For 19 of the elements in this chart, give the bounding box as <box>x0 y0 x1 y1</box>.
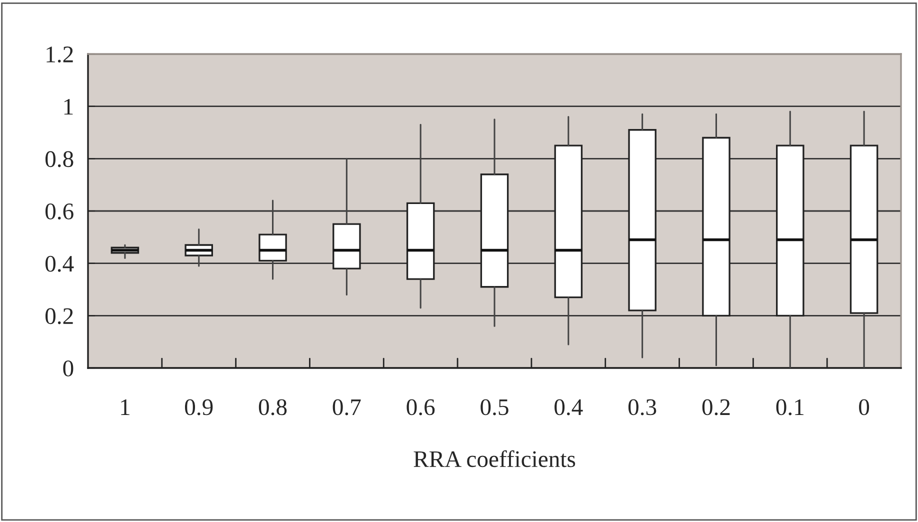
x-tick-label: 0 <box>859 399 870 416</box>
x-tick-label: 0.6 <box>406 399 435 416</box>
x-tick-label: 0.9 <box>185 399 213 416</box>
x-tick-label: 0.2 <box>702 399 730 416</box>
x-tick-label: 0.5 <box>480 399 508 416</box>
y-tick-label: 0.2 <box>45 308 73 324</box>
y-tick-label: 0 <box>63 360 74 376</box>
y-tick-label: 0.8 <box>45 151 74 168</box>
y-tick-label: 0.6 <box>45 203 74 220</box>
x-tick-label: 1 <box>121 399 130 415</box>
y-tick-label: 1 <box>64 98 73 115</box>
x-tick-label: 0.3 <box>628 399 656 416</box>
x-tick-label: 0.4 <box>554 399 583 416</box>
y-tick-label: 1.2 <box>46 46 73 63</box>
x-tick-label: 0.1 <box>776 399 804 416</box>
x-axis-title: RRA coefficients <box>414 450 576 468</box>
x-tick-label: 0.8 <box>258 399 287 416</box>
y-tick-label: 0.4 <box>45 256 74 272</box>
x-tick-label: 0.7 <box>332 399 361 416</box>
